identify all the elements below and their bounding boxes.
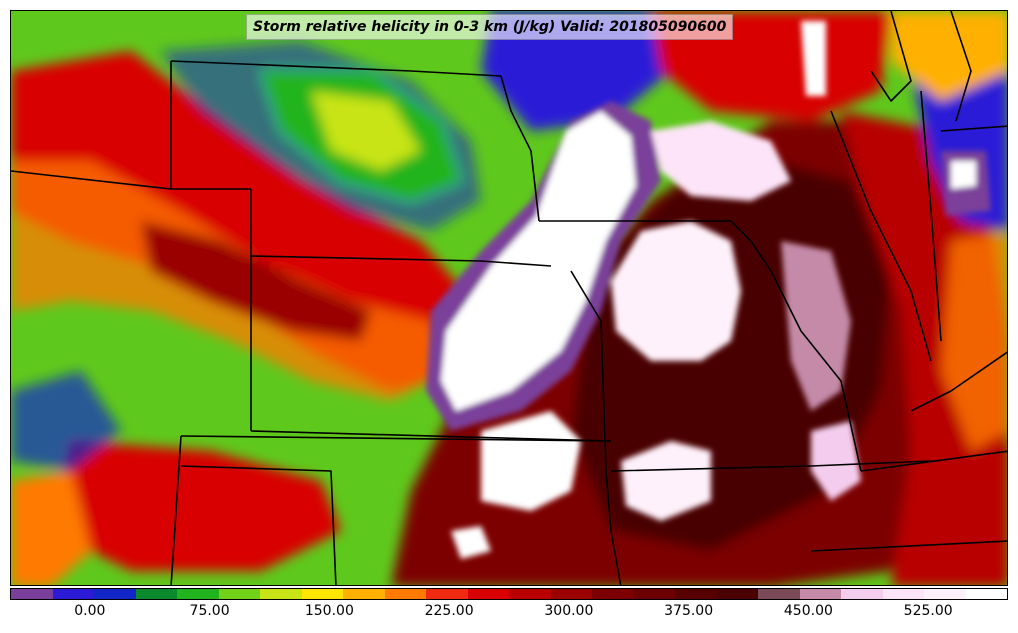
border-michigan <box>870 11 912 102</box>
border-michigan-east <box>950 11 972 122</box>
colorbar-segment <box>965 589 1007 599</box>
colorbar-segment <box>799 589 841 599</box>
colorbar-segment <box>924 589 966 599</box>
colorbar-segment <box>550 589 592 599</box>
colorbar-labels: 0.00 75.00 150.00 225.00 300.00 375.00 450.00 5… <box>10 603 1008 623</box>
border-missouri-west <box>570 270 607 472</box>
field-east-orange <box>941 231 1007 451</box>
border-indiana <box>920 90 942 342</box>
colorbar-segment <box>384 589 426 599</box>
field-white-central <box>611 221 741 361</box>
map-panel <box>10 10 1008 586</box>
border-dakotas <box>170 60 502 77</box>
field-ne-yellow <box>891 11 1007 101</box>
border-tennessee <box>860 450 1007 472</box>
field-north-yellow <box>311 91 421 171</box>
border-nebraska-south <box>250 430 612 442</box>
border-kentucky <box>910 351 1007 412</box>
field-pink-east <box>781 241 851 411</box>
colorbar-segment <box>882 589 924 599</box>
colorbar-segment <box>675 589 717 599</box>
border-new-mexico <box>170 435 182 585</box>
colorbar-segment <box>52 589 94 599</box>
field-white-se <box>621 441 711 521</box>
colorbar-tick-label: 375.00 <box>664 603 714 619</box>
field-white-west <box>441 111 636 411</box>
border-oklahoma-north <box>180 435 612 442</box>
field-sw-red <box>51 441 341 571</box>
colorbar-tick-label: 450.00 <box>783 603 833 619</box>
helicity-map <box>11 11 1007 585</box>
field-pink-se <box>811 421 861 501</box>
field-sw-orange <box>11 471 91 585</box>
colorbar-tick-label: 150.00 <box>304 603 354 619</box>
state-borders <box>11 11 1007 585</box>
colorbar-segment <box>177 589 219 599</box>
colorbar-segment <box>467 589 509 599</box>
border-ohio-north <box>940 125 1007 132</box>
field-sw-blue <box>11 371 121 471</box>
colorbar <box>10 588 1008 600</box>
colorbar-tick-label: 525.00 <box>903 603 953 619</box>
colorbar-segment <box>301 589 343 599</box>
colorbar-segment <box>426 589 468 599</box>
border-iowa <box>539 220 772 272</box>
border-nebraska-north <box>250 255 552 267</box>
field-white-south <box>481 411 581 511</box>
colorbar-segment <box>716 589 758 599</box>
colorbar-segment <box>758 589 800 599</box>
colorbar-tick-label: 75.00 <box>189 603 230 619</box>
field-white-ne <box>801 21 826 96</box>
field-white-north <box>651 121 791 201</box>
field-white-ne2 <box>951 161 976 189</box>
colorbar-segment <box>592 589 634 599</box>
colorbar-tick-label: 300.00 <box>544 603 594 619</box>
colorbar-segment <box>841 589 883 599</box>
field-east-red <box>841 111 1007 585</box>
border-missouri-east <box>770 270 862 472</box>
colorbar-tick-label: 225.00 <box>424 603 474 619</box>
colorbar-tick-label: 0.00 <box>74 603 106 619</box>
colorbar-segment <box>94 589 136 599</box>
colorbar-segment <box>11 589 53 599</box>
colorbar-segment <box>343 589 385 599</box>
border-arkansas <box>610 460 932 472</box>
colorbar-segment <box>218 589 260 599</box>
border-illinois-west <box>830 110 932 362</box>
colorbar-segment <box>260 589 302 599</box>
map-title: Storm relative helicity in 0-3 km (J/kg)… <box>246 14 734 40</box>
field-nc-blue <box>481 11 671 131</box>
field-high-helicity <box>426 21 991 559</box>
field-white-sw-blob <box>451 526 491 559</box>
border-colorado-west <box>180 465 337 585</box>
border-nd-east <box>500 75 540 222</box>
field-west-darkred <box>141 221 371 341</box>
border-oklahoma-south <box>605 470 622 585</box>
colorbar-segment <box>135 589 177 599</box>
border-mississippi <box>810 540 1007 552</box>
colorbar-segment <box>633 589 675 599</box>
colorbar-segment <box>509 589 551 599</box>
